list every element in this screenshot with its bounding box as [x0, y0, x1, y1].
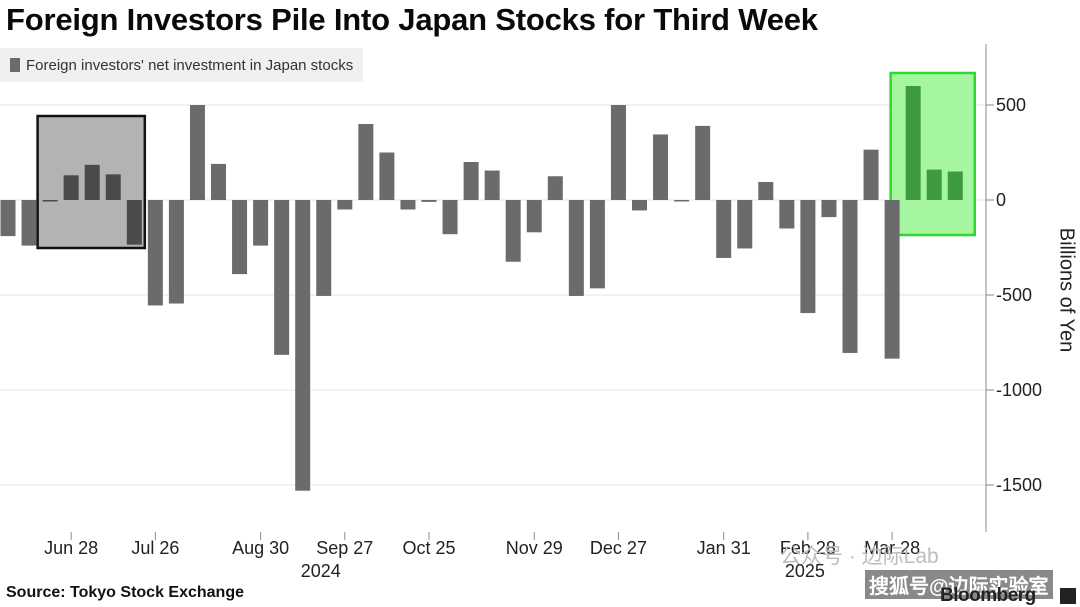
- source-note: Source: Tokyo Stock Exchange: [6, 584, 244, 601]
- bar: [505, 200, 521, 262]
- bar: [168, 200, 184, 304]
- bar: [926, 169, 942, 200]
- x-tick-label: Sep 27: [316, 538, 373, 558]
- bar: [295, 200, 311, 491]
- bar: [316, 200, 332, 296]
- bar: [674, 200, 690, 202]
- y-tick-label: -1000: [996, 380, 1042, 400]
- bar: [737, 200, 753, 249]
- x-tick-label: Aug 30: [232, 538, 289, 558]
- bar: [779, 200, 795, 229]
- y-tick-label: 500: [996, 95, 1026, 115]
- bar: [105, 174, 121, 200]
- bar: [568, 200, 584, 296]
- bar: [42, 200, 58, 202]
- bar: [358, 124, 374, 200]
- x-tick-label: Mar 28: [864, 538, 920, 558]
- bar: [800, 200, 816, 314]
- bar: [463, 162, 479, 200]
- year-label: 2024: [301, 561, 341, 581]
- bar: [147, 200, 163, 306]
- x-tick-label: Dec 27: [590, 538, 647, 558]
- bar: [337, 200, 353, 210]
- bar: [63, 175, 79, 200]
- bar: [421, 200, 437, 202]
- legend-swatch: [10, 58, 20, 72]
- watermark-text: 公众号 · 边际Lab: [780, 545, 939, 568]
- logo-mark-icon: [1060, 588, 1076, 604]
- x-tick-label: Jan 31: [697, 538, 751, 558]
- bar: [253, 200, 269, 246]
- bar: [863, 149, 879, 200]
- bar: [653, 134, 669, 200]
- y-tick-label: -1500: [996, 475, 1042, 495]
- bar: [547, 176, 563, 200]
- bar: [274, 200, 290, 355]
- x-tick-label: Nov 29: [506, 538, 563, 558]
- x-tick-label: Jul 26: [131, 538, 179, 558]
- highlight-box-green: [889, 71, 977, 237]
- bar: [211, 163, 226, 200]
- watermark-badge: 搜狐号@边际实验室: [865, 570, 1053, 599]
- bar: [442, 200, 458, 235]
- bar: [379, 152, 395, 200]
- bloomberg-logo: Bloomberg: [940, 585, 1036, 606]
- bar: [126, 200, 142, 245]
- bar: [884, 200, 900, 359]
- bar: [589, 200, 605, 289]
- bar: [695, 125, 711, 200]
- y-tick-label: 0: [996, 190, 1006, 210]
- bar: [610, 105, 626, 200]
- bar: [526, 200, 542, 233]
- bar: [842, 200, 858, 353]
- x-tick-label: Jun 28: [44, 538, 98, 558]
- bar: [716, 200, 732, 258]
- year-label: 2025: [785, 561, 825, 581]
- bar: [947, 171, 963, 200]
- bar: [758, 181, 774, 200]
- x-tick-label: Oct 25: [402, 538, 455, 558]
- chart-title: Foreign Investors Pile Into Japan Stocks…: [6, 2, 818, 37]
- y-tick-label: -500: [996, 285, 1032, 305]
- bar: [232, 200, 248, 275]
- bar: [189, 105, 205, 200]
- x-tick-label: Feb 28: [780, 538, 836, 558]
- bar: [0, 200, 16, 237]
- legend: Foreign investors' net investment in Jap…: [0, 48, 364, 82]
- bar: [632, 200, 647, 211]
- bar: [905, 86, 921, 200]
- legend-label: Foreign investors' net investment in Jap…: [26, 56, 354, 74]
- bar: [821, 200, 837, 218]
- bar: [400, 200, 416, 210]
- bar: [21, 200, 37, 246]
- bar: [84, 164, 100, 200]
- y-axis-label: Billions of Yen: [1055, 227, 1078, 353]
- bar: [484, 170, 500, 200]
